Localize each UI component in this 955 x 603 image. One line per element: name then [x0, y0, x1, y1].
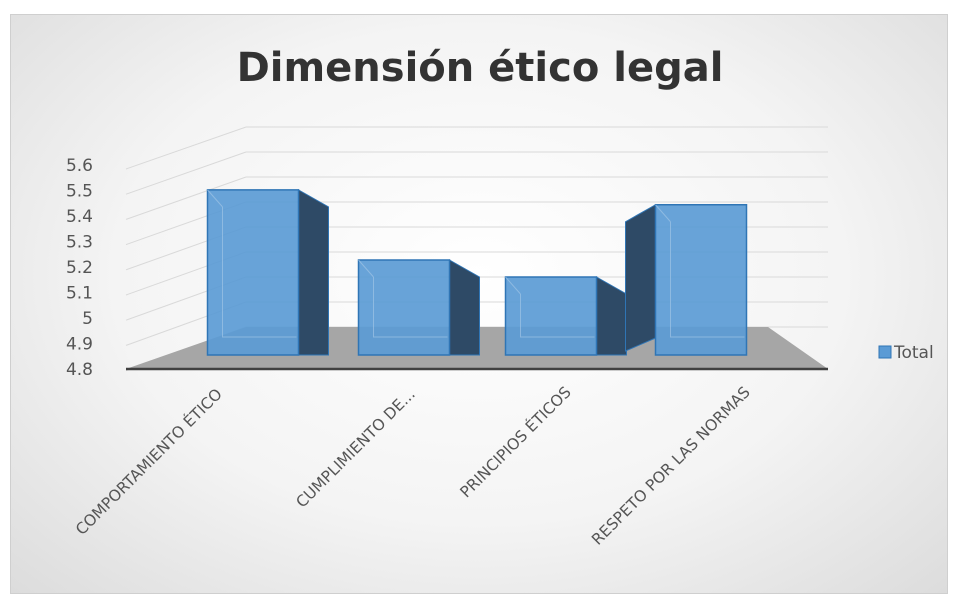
y-tick-label: 5.3: [66, 233, 93, 253]
gridline-wall: [125, 176, 247, 220]
bar: [504, 276, 627, 356]
x-category-label: CUMPLIMIENTO DE...: [293, 385, 419, 511]
x-category-label: RESPETO POR LAS NORMAS: [588, 383, 754, 549]
y-tick-label: 5.5: [66, 182, 93, 202]
legend[interactable]: Total: [878, 343, 934, 363]
bar: [206, 189, 329, 356]
y-tick-label: 4.8: [66, 360, 93, 380]
y-tick-label: 4.9: [66, 335, 93, 355]
y-tick-label: 5: [82, 309, 93, 329]
x-category-label: PRINCIPIOS ÉTICOS: [456, 382, 575, 501]
gridline-wall: [125, 126, 247, 170]
chart-title: Dimensión ético legal: [237, 45, 724, 91]
y-tick-label: 5.1: [66, 284, 93, 304]
bar: [625, 203, 748, 356]
bars: [206, 189, 748, 356]
gridline-wall: [125, 151, 247, 195]
bar: [357, 259, 480, 356]
y-axis-ticks: 5.6 5.5 5.4 5.3 5.2 5.1 5 4.9 4.8: [66, 156, 93, 380]
x-category-label: COMPORTAMIENTO ÉTICO: [72, 384, 226, 538]
y-tick-label: 5.4: [66, 207, 93, 227]
legend-swatch: [878, 345, 892, 359]
legend-label: Total: [893, 343, 934, 363]
x-axis-labels: COMPORTAMIENTO ÉTICO CUMPLIMIENTO DE... PR…: [72, 382, 754, 548]
chart-area: Dimensión ético legal 5.6 5.5 5.4 5.3 5.2 5.1…: [10, 14, 948, 594]
bar-chart: Dimensión ético legal 5.6 5.5 5.4 5.3 5.2 5.1…: [66, 45, 934, 549]
y-tick-label: 5.6: [66, 156, 93, 176]
y-tick-label: 5.2: [66, 258, 93, 278]
